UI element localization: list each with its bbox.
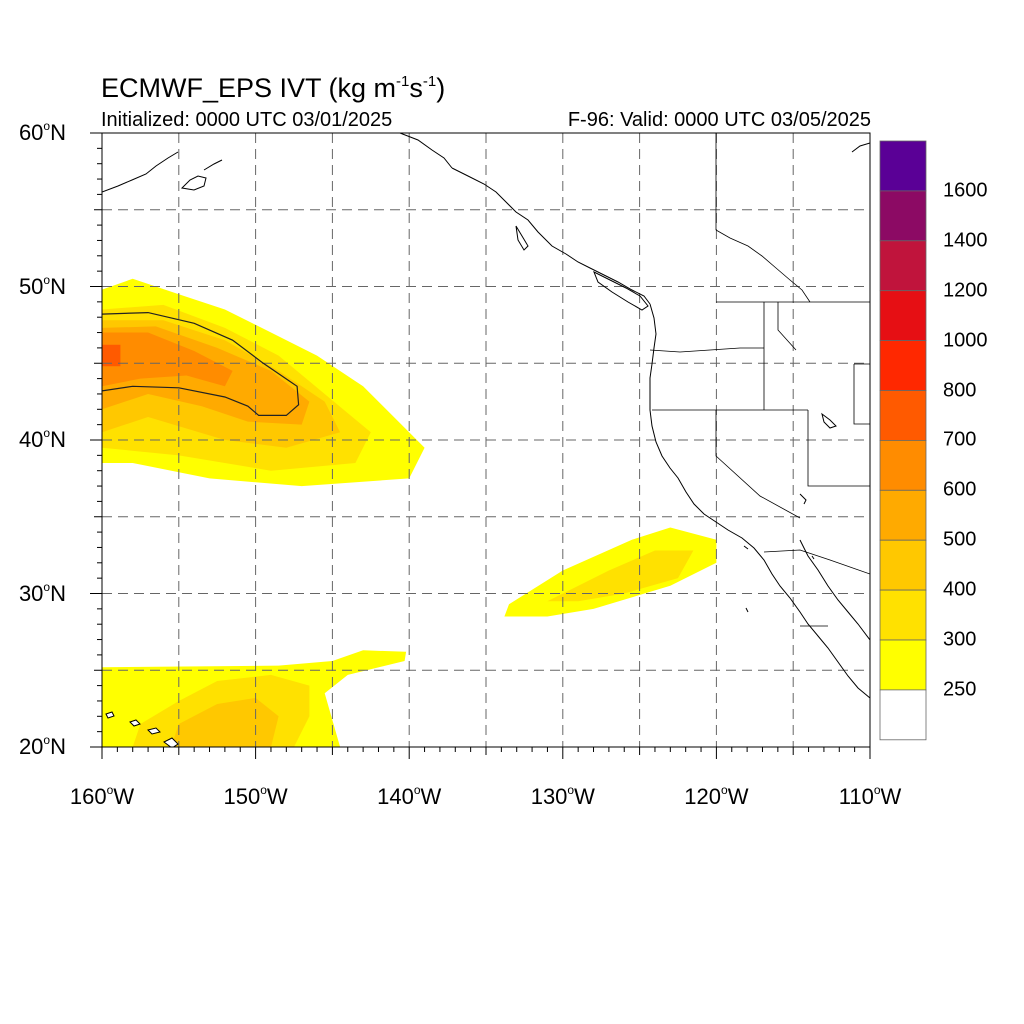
ivt-contour-0 bbox=[102, 311, 300, 416]
ivt-fill-layer bbox=[102, 278, 717, 747]
wa-or-border bbox=[649, 347, 764, 353]
lat-label: 60oN bbox=[18, 119, 66, 145]
lake-mead bbox=[799, 493, 807, 505]
ut-co-border bbox=[853, 363, 870, 425]
colorbar-label: 700 bbox=[943, 428, 977, 451]
colorbar-box bbox=[879, 439, 927, 491]
hawaii-maui bbox=[147, 727, 161, 735]
colorbar-box bbox=[879, 639, 927, 691]
initialized-time: Initialized: 0000 UTC 03/01/2025 bbox=[101, 109, 393, 131]
bc-coast bbox=[451, 167, 651, 305]
colorbar-label: 800 bbox=[943, 379, 977, 401]
valid-time: F-96: Valid: 0000 UTC 03/05/2025 bbox=[567, 109, 871, 131]
colorbar-box bbox=[879, 290, 927, 342]
graticule bbox=[102, 133, 870, 747]
colorbar-label: 1200 bbox=[943, 279, 988, 302]
ivt-band-0-700 bbox=[102, 344, 121, 367]
axis-ticks bbox=[90, 132, 871, 759]
lon-label: 130oW bbox=[530, 783, 595, 809]
great-salt-lake bbox=[821, 412, 837, 429]
haida-gwaii bbox=[515, 225, 529, 251]
baja-gulf-coast bbox=[799, 539, 870, 641]
lon-label: 150oW bbox=[223, 783, 288, 809]
lat-label: 40oN bbox=[18, 426, 66, 452]
top-right-coast bbox=[851, 142, 870, 153]
colorbar-box bbox=[879, 589, 927, 641]
alaska-peninsula-coast bbox=[102, 151, 179, 193]
colorbar-label: 1000 bbox=[943, 329, 988, 352]
ivt-band-0-600 bbox=[102, 332, 233, 387]
mexico-border bbox=[763, 549, 870, 575]
hawaii-oahu bbox=[129, 719, 141, 727]
colorbar-label: 1400 bbox=[943, 229, 988, 252]
hawaii-big-island bbox=[163, 737, 179, 747]
kodiak-island bbox=[180, 175, 207, 191]
colorbar-box bbox=[879, 489, 927, 541]
ca-nv-border bbox=[715, 410, 801, 519]
colorbar-box bbox=[879, 140, 927, 192]
vancouver-island bbox=[593, 270, 649, 311]
lon-label: 160oW bbox=[69, 783, 135, 809]
colorbar-box bbox=[879, 539, 927, 591]
colorbar-label: 300 bbox=[943, 628, 977, 651]
ivt-band-1-300 bbox=[547, 550, 694, 602]
lat-label: 30oN bbox=[18, 579, 66, 606]
colorbar-label: 500 bbox=[943, 528, 977, 551]
inner-border bbox=[716, 301, 870, 627]
colorbar-label: 250 bbox=[943, 678, 977, 701]
lon-label: 140oW bbox=[377, 783, 442, 809]
hawaii-kauai bbox=[105, 711, 115, 719]
lat-label: 20oN bbox=[18, 733, 66, 759]
canada-us-border bbox=[715, 133, 811, 303]
id-border bbox=[763, 302, 797, 410]
ivt-band-2-400 bbox=[171, 697, 279, 747]
lon-label: 120oW bbox=[684, 783, 749, 809]
colorbar-box bbox=[879, 240, 927, 292]
chart-title: ECMWF_EPS IVT (kg m-1s-1) bbox=[101, 73, 446, 103]
colorbar-label: 600 bbox=[943, 478, 977, 501]
channel-islands bbox=[743, 545, 815, 613]
coastline-layer bbox=[102, 133, 870, 747]
colorbar-label: 400 bbox=[943, 578, 977, 601]
state-borders bbox=[649, 133, 870, 627]
alaska-gulf-coast bbox=[203, 133, 453, 171]
colorbar-box bbox=[879, 340, 927, 391]
colorbar-box bbox=[879, 190, 927, 242]
nv-ut-border bbox=[807, 410, 870, 487]
colorbar-box bbox=[879, 390, 927, 441]
colorbar bbox=[879, 140, 927, 741]
ivt-contour-layer bbox=[102, 311, 300, 416]
us-west-coast bbox=[649, 303, 870, 699]
colorbar-label: 1600 bbox=[943, 179, 988, 202]
colorbar-box bbox=[879, 689, 927, 741]
lon-label: 110oW bbox=[838, 783, 902, 809]
lat-label: 50oN bbox=[18, 272, 66, 299]
